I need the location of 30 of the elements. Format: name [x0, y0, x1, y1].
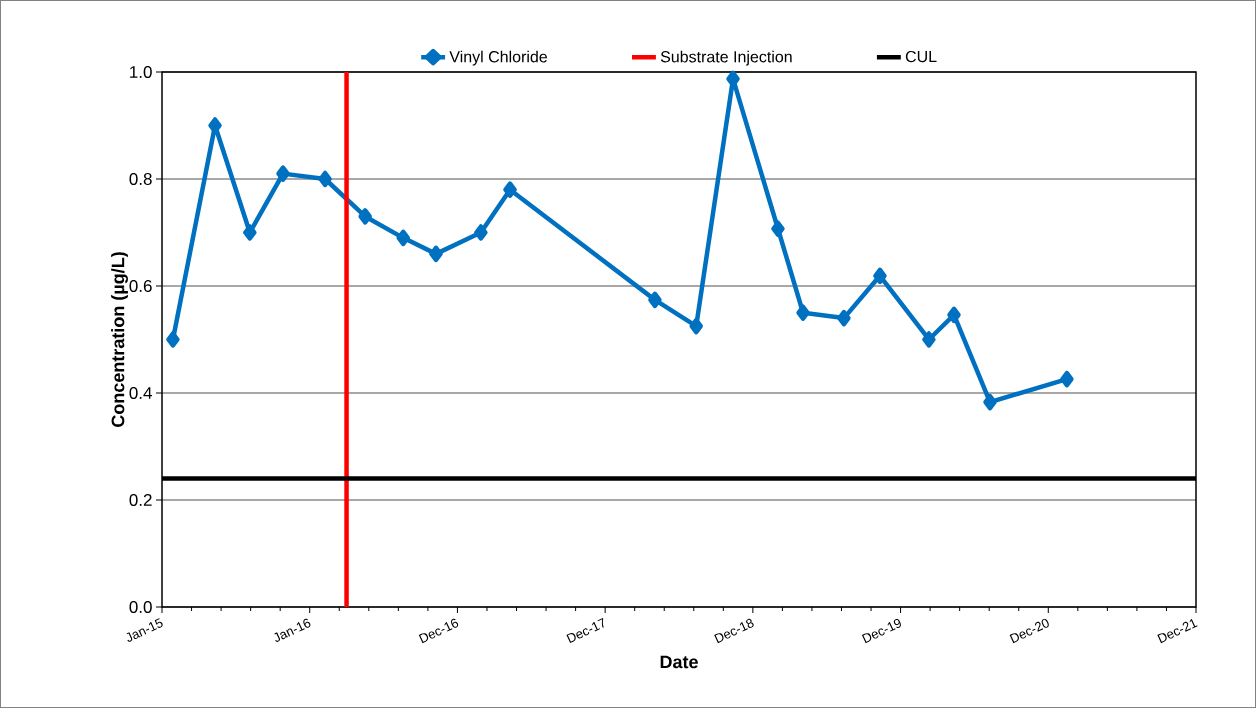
- point: [983, 393, 997, 411]
- point: [947, 306, 961, 324]
- point: [503, 181, 517, 198]
- y-tick-label: 0.2: [129, 493, 152, 507]
- legend-label: Substrate Injection: [660, 50, 792, 66]
- y-tick-label: 0.0: [129, 600, 152, 614]
- point: [689, 317, 703, 335]
- legend-label: Vinyl Chloride: [449, 50, 547, 66]
- point: [276, 165, 290, 182]
- y-axis-title: Concentration (µg/L): [111, 252, 128, 427]
- point: [873, 267, 887, 285]
- point: [166, 331, 180, 348]
- point: [648, 291, 662, 309]
- point: [922, 331, 936, 348]
- y-tick-label: 0.8: [129, 172, 152, 186]
- x-axis-title: Date: [660, 655, 698, 669]
- legend-label: CUL: [905, 50, 937, 63]
- point: [318, 170, 332, 188]
- y-tick-label: 0.4: [129, 386, 152, 400]
- point: [771, 220, 785, 237]
- y-tick-label: 1.0: [130, 65, 152, 79]
- point: [474, 224, 488, 241]
- point: [837, 309, 851, 327]
- point: [396, 229, 410, 247]
- y-tick-label: 0.6: [129, 279, 152, 293]
- point: [796, 304, 810, 321]
- point: [1060, 370, 1074, 388]
- point: [429, 245, 443, 263]
- point: [243, 224, 257, 241]
- point: [358, 208, 372, 225]
